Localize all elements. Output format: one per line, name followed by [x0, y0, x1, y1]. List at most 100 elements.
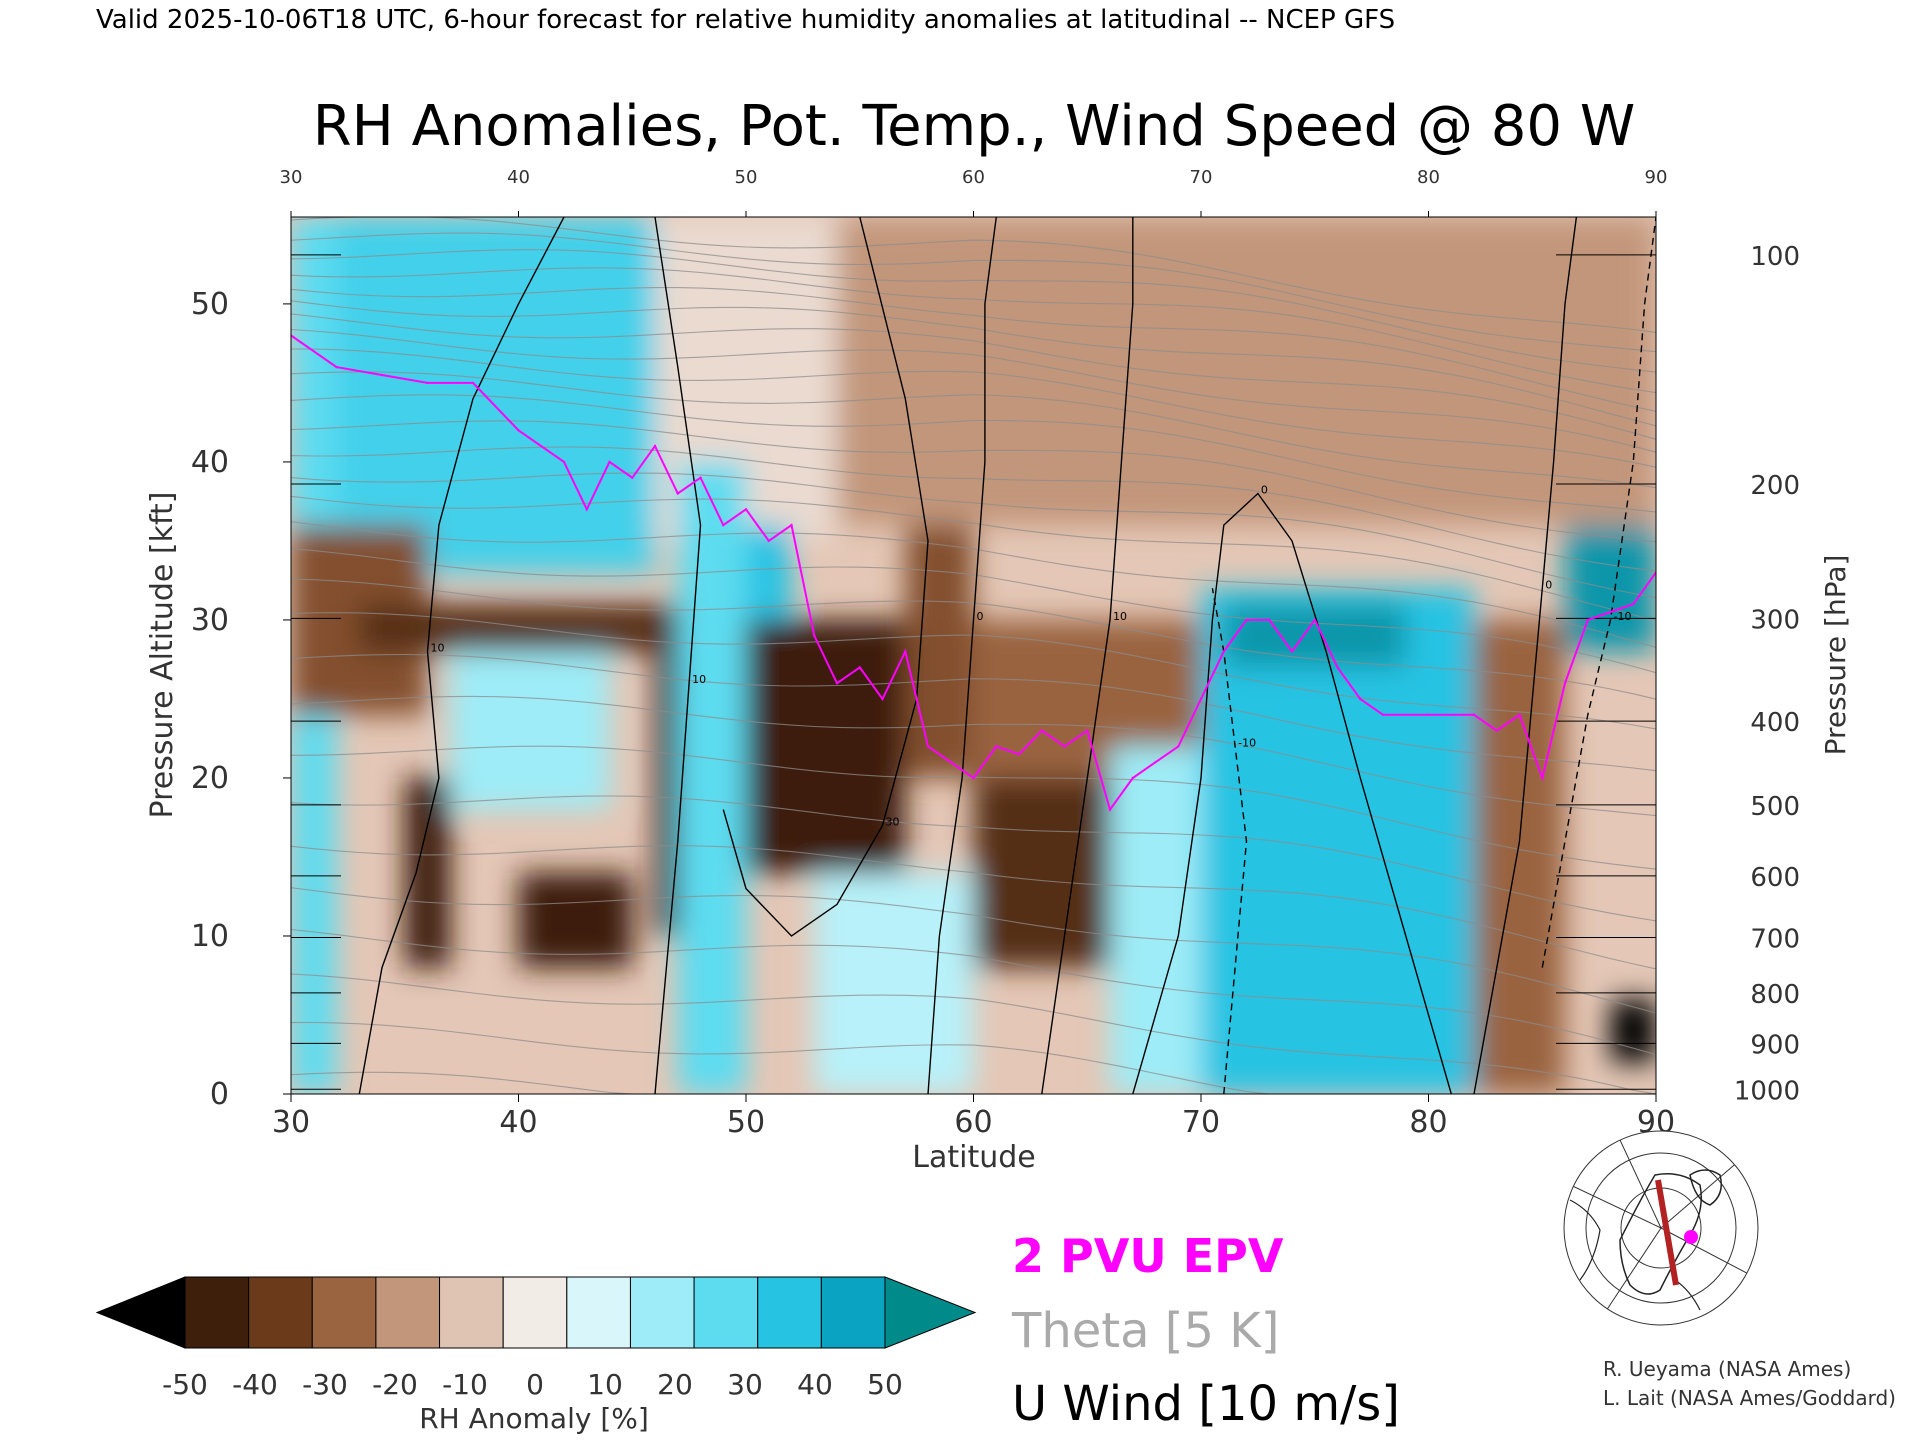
- theta-contour: [291, 249, 1656, 373]
- epv-point: [562, 460, 566, 464]
- epv-point: [1563, 681, 1567, 685]
- theta-contour: [291, 578, 1656, 700]
- epv-point: [813, 634, 816, 637]
- colorbar-tick-label: 10: [587, 1368, 623, 1401]
- epv-point: [1336, 666, 1339, 669]
- rh-region: [450, 651, 610, 810]
- theta-contour: [291, 521, 1656, 648]
- epv-point: [1040, 729, 1043, 732]
- epv-point: [1313, 618, 1316, 622]
- epv-point: [585, 508, 588, 511]
- pressure-tick-label: 500: [1750, 792, 1800, 822]
- map-marker: [1684, 1230, 1698, 1244]
- pressure-tick-label: 200: [1750, 471, 1800, 501]
- rh-region: [518, 872, 633, 968]
- legend: 2 PVU EPV Theta [5 K] U Wind [10 m/s]: [1011, 1229, 1400, 1432]
- theta-contour: [291, 267, 1656, 394]
- u-wind-contour-label: -10: [1238, 736, 1256, 749]
- rh-region: [905, 525, 974, 778]
- theta-contour: [291, 845, 1656, 970]
- theta-contour: [291, 420, 1656, 543]
- u-wind-contour: [1211, 588, 1248, 1094]
- x-tick-label: 40: [499, 1105, 537, 1140]
- x-tick-label-top: 30: [280, 167, 303, 188]
- epv-point: [1177, 745, 1180, 748]
- pressure-tick-label: 1000: [1734, 1076, 1800, 1106]
- epv-point: [1427, 713, 1430, 716]
- legend-epv: 2 PVU EPV: [1012, 1229, 1284, 1283]
- legend-theta: Theta [5 K]: [1011, 1303, 1280, 1359]
- u-wind-contour: [1132, 492, 1452, 1094]
- theta-contour: [291, 472, 1656, 599]
- rh-region: [404, 777, 451, 968]
- u-wind-contour-label: 0: [1545, 578, 1552, 591]
- epv-layer: [291, 334, 1656, 812]
- colorbar-arrow-low: [95, 1276, 186, 1349]
- credit-line-1: R. Ueyama (NASA Ames): [1603, 1357, 1851, 1381]
- rh-region: [1110, 746, 1201, 1094]
- u-wind-contour: [654, 217, 702, 1094]
- chart-title: RH Anomalies, Pot. Temp., Wind Speed @ 8…: [313, 94, 1635, 159]
- epv-point: [1290, 650, 1294, 653]
- theta-contour: [291, 548, 1656, 674]
- colorbar-segment: [693, 1276, 759, 1349]
- epv-point: [1063, 745, 1066, 748]
- epv-point: [1086, 729, 1089, 732]
- epv-point: [517, 429, 520, 432]
- epv-point: [926, 745, 930, 748]
- theta-contour: [291, 612, 1656, 730]
- epv-point: [1541, 776, 1544, 780]
- u-wind-contour-label: 0: [977, 610, 984, 623]
- epv-point: [426, 381, 429, 385]
- pressure-tick-label: 800: [1750, 980, 1800, 1010]
- theta-contour: [291, 232, 1656, 353]
- theta-contour: [291, 313, 1656, 440]
- colorbar-segment: [566, 1276, 631, 1349]
- epv-point: [335, 365, 338, 369]
- epv-point: [790, 523, 793, 527]
- epv-point: [1222, 650, 1225, 653]
- colorbar-title: RH Anomaly [%]: [419, 1402, 649, 1435]
- colorbar-tick-label: 0: [526, 1368, 544, 1401]
- epv-point: [1632, 602, 1635, 606]
- legend-uwind: U Wind [10 m/s]: [1012, 1376, 1400, 1432]
- plot-area: 10 10 30 0 10 0 0 -10 -10: [290, 216, 1657, 1095]
- colorbar-tick-label: -30: [302, 1368, 348, 1401]
- u-wind-contour-label: 0: [1261, 484, 1268, 497]
- epv-point: [767, 539, 770, 543]
- theta-contour: [291, 394, 1656, 513]
- rh-region: [655, 651, 678, 936]
- epv-point: [471, 381, 475, 385]
- x-tick-label: 30: [272, 1105, 310, 1140]
- y-tick-label: 0: [210, 1077, 229, 1112]
- locator-map: [1556, 1130, 1759, 1326]
- epv-point: [972, 776, 975, 780]
- epv-point: [881, 697, 884, 701]
- u-wind-contour-label: 10: [692, 673, 706, 686]
- y-tick-label: 10: [191, 919, 229, 954]
- epv-point: [1359, 697, 1362, 701]
- header-text: Valid 2025-10-06T18 UTC, 6-hour forecast…: [96, 5, 1395, 35]
- colorbar-segment: [184, 1276, 250, 1349]
- epv-point: [1154, 760, 1157, 764]
- colorbar-tick-label: 50: [867, 1368, 903, 1401]
- rh-region: [1610, 999, 1656, 1063]
- colorbar-tick-label: -20: [372, 1368, 418, 1401]
- epv-point: [835, 681, 839, 685]
- theta-contour: [291, 653, 1656, 772]
- theta-contour: [291, 695, 1656, 817]
- epv-point: [1268, 618, 1271, 622]
- u-wind-contour: [927, 217, 997, 1094]
- u-wind-contour: [358, 217, 565, 1094]
- epv-point: [1472, 713, 1476, 716]
- pressure-tick-label: 100: [1750, 242, 1800, 272]
- pressure-tick-label: 300: [1750, 605, 1800, 635]
- x-tick-label-top: 90: [1645, 167, 1668, 188]
- theta-contour: [291, 328, 1656, 453]
- epv-point: [1609, 610, 1612, 614]
- colorbar-tick-label: -40: [232, 1368, 278, 1401]
- epv-point: [1495, 729, 1498, 732]
- epv-point: [722, 523, 725, 527]
- epv-point: [858, 666, 861, 669]
